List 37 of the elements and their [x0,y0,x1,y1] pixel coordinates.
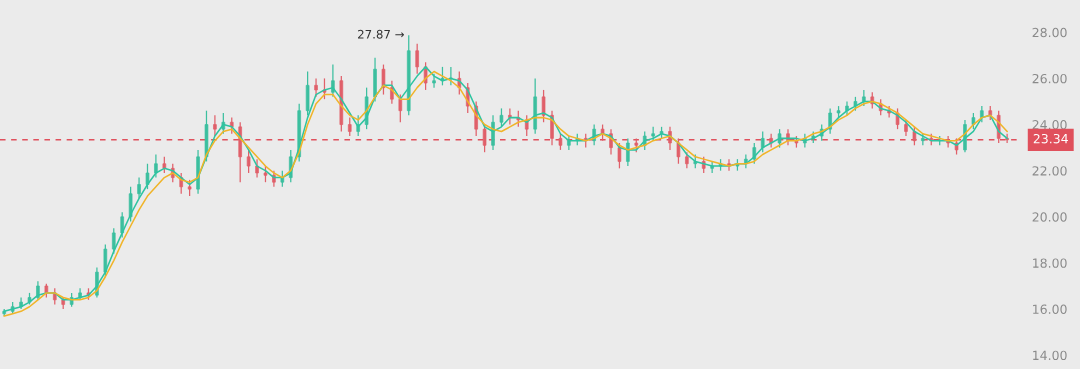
y-tick-label: 18.00 [1033,258,1067,268]
candlestick [145,163,150,190]
candlestick [128,186,133,223]
candlestick [912,126,917,146]
candlestick [154,153,158,179]
candlestick [137,176,141,199]
candlestick [541,89,546,123]
annotation: 27.87 → [358,29,404,39]
candlestick [760,130,765,153]
candlestick [331,63,335,98]
candlestick [36,280,40,301]
candlestick [120,211,124,239]
candlestick [415,43,419,75]
y-tick-label: 14.00 [1033,350,1067,361]
ref-line-label: 23.34 [1033,133,1068,144]
candlestick [347,116,352,137]
y-tick-label: 16.00 [1033,304,1067,314]
candlestick [381,63,386,96]
candlestick [246,149,251,174]
y-tick-label: 24.00 [1032,120,1067,130]
candlestick [499,107,504,128]
candlestick [617,142,622,169]
y-tick-label: 20.00 [1032,212,1067,222]
candlestick [508,107,512,126]
candlestick [322,77,327,100]
y-tick-label: 26.00 [1032,73,1067,84]
candlestick [828,107,832,135]
candlestick [255,158,259,179]
candlestick [398,93,403,123]
candlestick [103,243,108,278]
candlestick [626,137,630,167]
y-tick-label: 22.00 [1032,166,1067,176]
candlestick [777,128,782,149]
candlestick [213,114,217,137]
y-tick-label: 28.00 [1032,27,1067,38]
candlestick [676,137,681,165]
candlestick [314,77,318,98]
